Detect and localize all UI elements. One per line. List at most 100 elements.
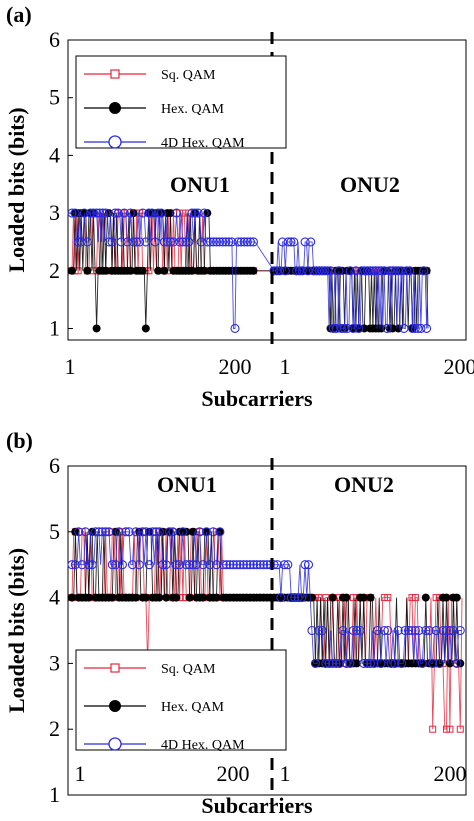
data-point-4d-hex-qam bbox=[245, 560, 255, 570]
data-point-4d-hex-qam bbox=[184, 237, 194, 247]
data-point-4d-hex-qam bbox=[122, 237, 132, 247]
data-point-4d-hex-qam bbox=[286, 237, 296, 247]
data-point-4d-hex-qam bbox=[144, 560, 154, 570]
data-point-4d-hex-qam bbox=[116, 237, 126, 247]
panel-label: (b) bbox=[6, 428, 33, 453]
data-point-4d-hex-qam bbox=[269, 560, 279, 570]
data-point-4d-hex-qam bbox=[252, 560, 262, 570]
data-point-hex-qam bbox=[108, 593, 117, 602]
data-point-4d-hex-qam bbox=[211, 560, 222, 570]
data-point-4d-hex-qam bbox=[70, 208, 80, 218]
data-point-4d-hex-qam bbox=[107, 237, 117, 247]
data-point-4d-hex-qam bbox=[275, 266, 285, 276]
data-point-4d-hex-qam bbox=[138, 527, 148, 537]
data-point-hex-qam bbox=[342, 593, 351, 602]
data-point-4d-hex-qam bbox=[148, 527, 158, 537]
data-point-4d-hex-qam bbox=[345, 658, 355, 668]
data-point-4d-hex-qam bbox=[402, 266, 412, 276]
data-point-4d-hex-qam bbox=[215, 527, 225, 537]
data-point-4d-hex-qam bbox=[199, 208, 209, 218]
data-point-4d-hex-qam bbox=[190, 208, 200, 218]
data-point-4d-hex-qam bbox=[202, 237, 212, 247]
data-point-4d-hex-qam bbox=[104, 237, 114, 247]
data-point-hex-qam bbox=[199, 593, 208, 602]
legend-entry-label: 4D Hex. QAM bbox=[161, 136, 245, 151]
data-point-4d-hex-qam bbox=[400, 625, 410, 636]
data-point-hex-qam bbox=[182, 527, 191, 536]
data-point-4d-hex-qam bbox=[445, 625, 455, 636]
data-point-4d-hex-qam bbox=[289, 237, 299, 247]
data-point-4d-hex-qam bbox=[228, 560, 238, 570]
data-point-4d-hex-qam bbox=[162, 237, 172, 247]
panel-label: (a) bbox=[6, 2, 32, 27]
x-tick-label: 1 bbox=[280, 354, 291, 379]
data-point-4d-hex-qam bbox=[307, 625, 317, 636]
data-point-hex-qam bbox=[366, 593, 375, 602]
data-point-sq-qam bbox=[429, 725, 437, 733]
data-point-4d-hex-qam bbox=[280, 266, 290, 276]
data-point-4d-hex-qam bbox=[70, 560, 80, 570]
data-point-4d-hex-qam bbox=[92, 208, 102, 218]
data-point-4d-hex-qam bbox=[342, 323, 353, 334]
data-point-4d-hex-qam bbox=[441, 625, 452, 636]
data-point-hex-qam bbox=[126, 266, 135, 275]
data-point-4d-hex-qam bbox=[236, 237, 246, 247]
data-point-4d-hex-qam bbox=[435, 658, 445, 668]
x-tick-label: 1 bbox=[280, 761, 291, 786]
data-point-4d-hex-qam bbox=[320, 266, 330, 276]
data-point-hex-qam bbox=[187, 266, 196, 275]
data-point-4d-hex-qam bbox=[290, 593, 300, 603]
data-point-4d-hex-qam bbox=[248, 237, 259, 247]
data-point-hex-qam bbox=[166, 209, 175, 218]
data-point-hex-qam bbox=[359, 593, 368, 602]
data-point-4d-hex-qam bbox=[293, 593, 303, 603]
x-tick-label: 1 bbox=[75, 761, 86, 786]
data-point-4d-hex-qam bbox=[181, 560, 191, 570]
data-point-4d-hex-qam bbox=[259, 560, 269, 570]
data-point-4d-hex-qam bbox=[117, 560, 127, 570]
data-point-4d-hex-qam bbox=[164, 527, 175, 537]
data-point-hex-qam bbox=[212, 593, 221, 602]
data-point-4d-hex-qam bbox=[218, 560, 228, 570]
data-point-4d-hex-qam bbox=[300, 237, 310, 247]
data-point-4d-hex-qam bbox=[416, 323, 426, 334]
data-point-4d-hex-qam bbox=[85, 208, 96, 218]
data-point-4d-hex-qam bbox=[324, 658, 334, 668]
data-point-4d-hex-qam bbox=[419, 266, 429, 276]
data-point-4d-hex-qam bbox=[359, 658, 369, 668]
data-point-4d-hex-qam bbox=[79, 208, 89, 218]
data-point-hex-qam bbox=[452, 593, 461, 602]
data-point-4d-hex-qam bbox=[110, 208, 120, 218]
data-point-4d-hex-qam bbox=[414, 625, 424, 636]
data-point-hex-qam bbox=[145, 527, 154, 536]
legend-entry-label: 4D Hex. QAM bbox=[161, 738, 245, 753]
data-point-4d-hex-qam bbox=[424, 625, 434, 636]
region-label-onu2: ONU2 bbox=[340, 172, 400, 197]
y-tick-label: 4 bbox=[49, 142, 60, 167]
data-point-4d-hex-qam bbox=[238, 560, 248, 570]
data-point-4d-hex-qam bbox=[232, 560, 242, 570]
data-point-4d-hex-qam bbox=[208, 237, 219, 247]
data-point-4d-hex-qam bbox=[405, 266, 415, 276]
data-point-4d-hex-qam bbox=[455, 625, 465, 636]
y-tick-label: 2 bbox=[49, 716, 60, 741]
data-point-4d-hex-qam bbox=[212, 237, 222, 247]
data-point-4d-hex-qam bbox=[227, 237, 237, 247]
data-point-4d-hex-qam bbox=[362, 658, 372, 668]
data-point-4d-hex-qam bbox=[233, 237, 243, 247]
data-point-4d-hex-qam bbox=[134, 560, 144, 570]
data-point-4d-hex-qam bbox=[374, 266, 384, 276]
data-point-4d-hex-qam bbox=[265, 560, 275, 570]
data-point-4d-hex-qam bbox=[403, 625, 414, 636]
legend-entry-label: Hex. QAM bbox=[161, 102, 225, 117]
data-point-hex-qam bbox=[442, 593, 451, 602]
data-point-4d-hex-qam bbox=[150, 237, 160, 247]
data-point-4d-hex-qam bbox=[191, 560, 201, 570]
data-point-4d-hex-qam bbox=[276, 593, 286, 603]
data-point-4d-hex-qam bbox=[144, 208, 154, 218]
data-point-4d-hex-qam bbox=[354, 323, 364, 334]
data-point-4d-hex-qam bbox=[161, 560, 171, 570]
data-point-4d-hex-qam bbox=[172, 208, 182, 218]
data-point-4d-hex-qam bbox=[239, 237, 249, 247]
